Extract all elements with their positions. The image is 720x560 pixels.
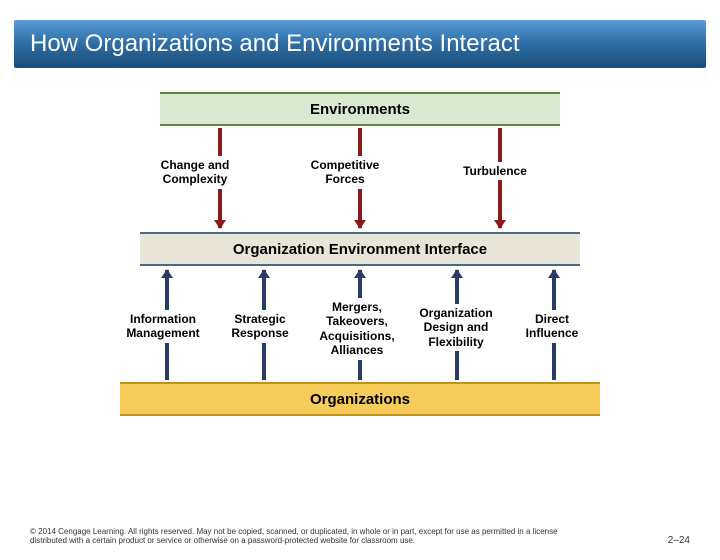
organizations-box: Organizations (120, 382, 600, 416)
copyright-text: © 2014 Cengage Learning. All rights rese… (30, 527, 590, 546)
interface-box: Organization Environment Interface (140, 232, 580, 266)
label-strategic: StrategicResponse (222, 310, 298, 343)
label-turbulence: Turbulence (450, 162, 540, 180)
page-number: 2–24 (668, 535, 690, 546)
label-direct: DirectInfluence (516, 310, 588, 343)
slide-title: How Organizations and Environments Inter… (14, 20, 706, 68)
label-design: OrganizationDesign andFlexibility (412, 304, 500, 351)
footer: © 2014 Cengage Learning. All rights rese… (30, 527, 690, 546)
environments-box: Environments (160, 92, 560, 126)
label-info: InformationManagement (118, 310, 208, 343)
label-change: Change andComplexity (150, 156, 240, 189)
label-competitive: CompetitiveForces (300, 156, 390, 189)
diagram-container: Environments Change andComplexity Compet… (0, 92, 720, 472)
label-mergers: Mergers,Takeovers,Acquisitions,Alliances (313, 298, 401, 360)
